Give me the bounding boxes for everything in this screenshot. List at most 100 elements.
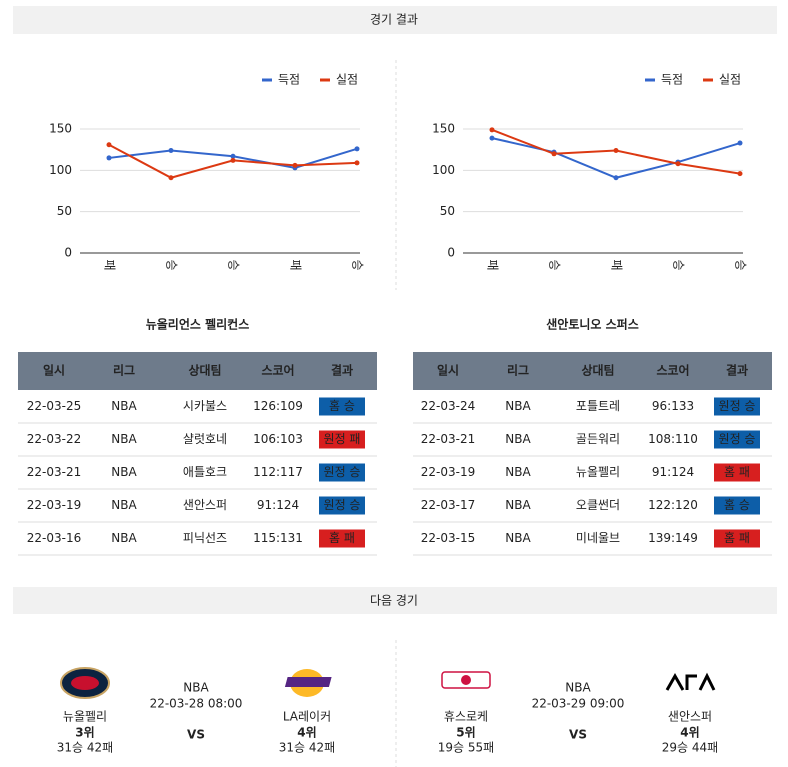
result-badge: [319, 397, 365, 416]
cell: 112:117: [253, 465, 303, 479]
result-label: 홈 패: [724, 531, 750, 545]
y-tick-label: 100: [49, 163, 72, 177]
cell: 샬럿호네: [183, 432, 227, 446]
point: [737, 140, 743, 146]
cell: NBA: [505, 498, 531, 512]
result-badge: [714, 430, 760, 449]
cell: 91:124: [652, 465, 694, 479]
result-label: 홈 승: [724, 498, 750, 512]
x-tick-label: 패: [486, 259, 500, 270]
result-label: 홈 패: [329, 531, 355, 545]
rank: 3위: [75, 726, 94, 740]
cell: 22-03-21: [27, 465, 81, 479]
section-bar: [13, 587, 777, 614]
rank: 4위: [297, 726, 316, 740]
x-tick-label: 패: [103, 259, 117, 270]
cell: 22-03-16: [27, 531, 81, 545]
cell: 샌안스퍼: [183, 498, 227, 512]
legend-label: 실점: [719, 73, 741, 87]
cell: 96:133: [652, 399, 694, 413]
result-badge: [714, 463, 760, 482]
cell: NBA: [505, 399, 531, 413]
point: [613, 147, 619, 153]
result-badge: [319, 463, 365, 482]
column-header: 일시: [437, 364, 459, 378]
cell: 골든워리: [576, 432, 620, 446]
cell: 피닉선즈: [183, 531, 227, 545]
point: [354, 146, 360, 152]
cell: NBA: [505, 432, 531, 446]
cell: NBA: [111, 531, 137, 545]
result-label: 원정 승: [324, 465, 361, 479]
column-header: 일시: [43, 364, 65, 378]
y-tick-label: 150: [49, 122, 72, 136]
section-bar: [13, 6, 777, 34]
x-tick-label: 승: [734, 259, 748, 270]
cell: 미네울브: [576, 531, 620, 545]
result-badge: [319, 430, 365, 449]
datetime: 22-03-28 08:00: [150, 697, 243, 711]
y-tick-label: 0: [64, 246, 72, 260]
datetime: 22-03-29 09:00: [532, 697, 625, 711]
cell: 115:131: [253, 531, 303, 545]
league: NBA: [565, 681, 591, 695]
vs: VS: [187, 728, 205, 742]
point: [230, 153, 236, 159]
y-tick-label: 100: [432, 163, 455, 177]
column-header: 리그: [113, 363, 135, 378]
cell: 22-03-15: [421, 531, 475, 545]
cell: NBA: [505, 531, 531, 545]
point: [354, 160, 360, 166]
logo: [665, 672, 716, 691]
rank: 5위: [456, 726, 475, 740]
point: [737, 171, 743, 177]
cell: 22-03-21: [421, 432, 475, 446]
x-tick-label: 승: [227, 259, 241, 270]
point: [675, 161, 681, 167]
team-name: 뉴올리언스 펠리컨스: [146, 317, 250, 332]
column-header: 상대팀: [581, 363, 614, 378]
section-title: 경기 결과: [370, 13, 418, 27]
y-tick-label: 150: [432, 122, 455, 136]
point: [613, 175, 619, 181]
rank: 4위: [680, 726, 699, 740]
point: [106, 155, 112, 161]
column-header: 리그: [507, 363, 529, 378]
cell: 126:109: [253, 399, 303, 413]
cell: 22-03-22: [27, 432, 81, 446]
legend-label: 득점: [278, 73, 300, 87]
logo: [284, 669, 332, 697]
result-label: 원정 승: [719, 432, 756, 446]
cell: 22-03-24: [421, 399, 475, 413]
result-badge: [714, 529, 760, 548]
x-tick-label: 승: [165, 259, 179, 270]
cell: 91:124: [257, 498, 299, 512]
cell: 애틀호크: [183, 465, 227, 479]
column-header: 결과: [726, 363, 748, 378]
vs: VS: [569, 728, 587, 742]
record: 31승 42패: [57, 741, 113, 755]
point: [168, 147, 174, 153]
cell: 22-03-17: [421, 498, 475, 512]
cell: 139:149: [648, 531, 698, 545]
result-label: 홈 승: [329, 399, 355, 413]
team-name: 휴스로케: [444, 710, 488, 724]
point: [230, 157, 236, 163]
cell: 포틀트레: [576, 399, 620, 413]
section-title: 다음 경기: [370, 594, 418, 608]
logo: [441, 671, 491, 689]
x-tick-label: 패: [289, 259, 303, 270]
cell: 122:120: [648, 498, 698, 512]
result-label: 원정 패: [324, 432, 361, 446]
record: 29승 44패: [662, 741, 718, 755]
point: [489, 135, 495, 141]
result-badge: [714, 397, 760, 416]
table-header: [413, 352, 772, 390]
logo: [60, 667, 110, 699]
result-label: 원정 승: [719, 399, 756, 413]
point: [106, 142, 112, 148]
legend-label: 득점: [661, 73, 683, 87]
record: 19승 55패: [438, 741, 494, 755]
team-name: 샌안토니오 스퍼스: [546, 317, 639, 332]
